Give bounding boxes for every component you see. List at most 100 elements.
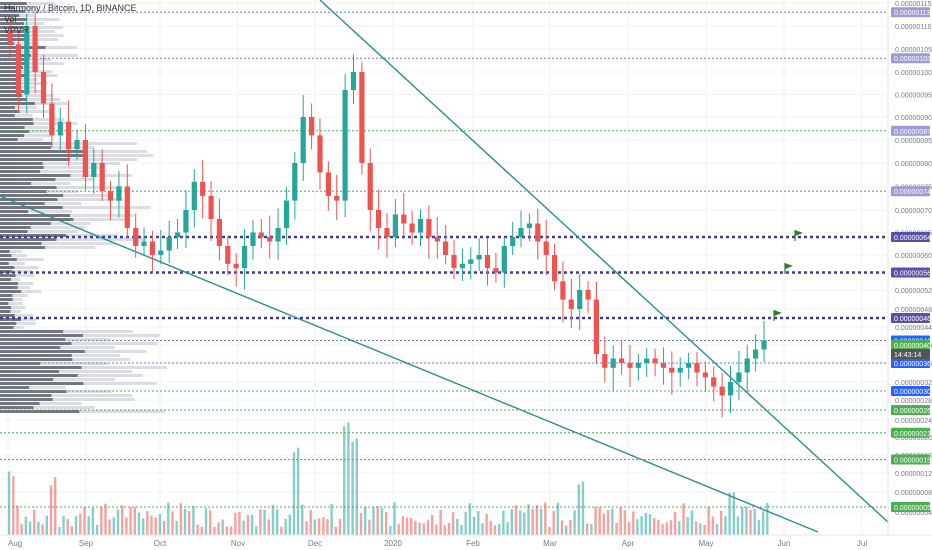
y-tick-label: 0.00000052: [895, 288, 932, 295]
x-tick-label: Dec: [308, 539, 322, 548]
vpvr-bar-core: [0, 58, 25, 61]
volume-bar: [188, 511, 191, 535]
vpvr-bar: [0, 362, 109, 365]
volume-bar: [225, 526, 229, 535]
volume-bar: [669, 520, 673, 535]
vpvr-bar-core: [0, 70, 22, 73]
price-tag: [891, 232, 930, 242]
vpvr-bar-core: [0, 166, 44, 169]
volume-bar: [393, 502, 396, 535]
vpvr-bar: [0, 138, 44, 141]
vpvr-bar-core: [0, 138, 18, 141]
price-tag: [891, 454, 930, 465]
vpvr-bar: [0, 394, 133, 397]
x-tick-label: Apr: [622, 539, 635, 548]
volume-bar: [544, 502, 547, 535]
volume-bar: [217, 522, 220, 535]
price-tag-label: 0.00000021: [894, 431, 931, 438]
volume-bar: [573, 510, 576, 535]
vpvr-bar-core: [0, 142, 53, 145]
price-tag-label: 0.00000015: [894, 458, 931, 465]
volume-bar: [682, 503, 685, 535]
candle-body: [409, 223, 415, 233]
vpvr-bar-core: [0, 310, 11, 313]
volume-bar: [301, 504, 304, 535]
vpvr-bar: [0, 10, 53, 13]
volume-bar: [598, 507, 601, 535]
candle-body: [660, 363, 667, 368]
volume-bar: [539, 508, 543, 535]
volume-bar: [372, 506, 375, 535]
vpvr-bar: [0, 322, 36, 325]
vpvr-bar: [0, 126, 52, 129]
volume-bar: [66, 519, 69, 535]
candle-body: [40, 72, 47, 104]
vpvr-bar-core: [0, 238, 57, 241]
volume-bar: [250, 514, 254, 535]
volume-bar: [736, 516, 740, 535]
volume-bar: [493, 525, 497, 535]
volume-bar: [506, 522, 509, 535]
vpvr-bar-core: [0, 106, 15, 109]
y-tick-label: 0.00000004: [895, 510, 932, 517]
volume-bar: [636, 519, 639, 535]
volume-bar: [28, 521, 32, 535]
price-tag-label: 0.00000030: [894, 389, 931, 396]
volume-bar: [724, 516, 727, 535]
volume-bar: [192, 506, 195, 535]
flag-icon: [774, 310, 782, 316]
volume-bar: [255, 526, 258, 535]
volume-bar: [116, 509, 120, 535]
vpvr-bar-core: [0, 174, 71, 177]
volume-bar: [447, 523, 451, 535]
volume-bar: [242, 520, 245, 535]
candle-body: [736, 372, 742, 382]
y-tick-label: 0.00000070: [895, 208, 932, 215]
y-tick-label: 0.00000100: [895, 70, 932, 77]
volume-bar: [640, 516, 643, 535]
vpvr-bar: [0, 378, 116, 381]
y-tick-label: 0.00000090: [895, 115, 932, 122]
x-tick-label: 2020: [384, 539, 402, 548]
volume-bar: [560, 520, 564, 535]
candle-body: [149, 241, 155, 255]
volume-bar: [338, 519, 342, 535]
candle-body: [384, 228, 390, 237]
candle-body: [66, 121, 72, 150]
x-tick-label: Aug: [8, 539, 22, 548]
vpvr-bar-core: [0, 370, 59, 373]
candle-body: [250, 232, 256, 246]
vpvr-bar: [0, 294, 28, 297]
volume-bar: [711, 516, 714, 535]
vpvr-bar-core: [0, 378, 54, 381]
x-tick-label: Sep: [79, 539, 94, 548]
volume-bar: [502, 510, 505, 535]
volume-bar: [355, 438, 358, 535]
candle-body: [208, 195, 214, 219]
volume-bar: [694, 521, 698, 535]
vpvr-bar: [0, 262, 25, 265]
volume-bar: [284, 518, 287, 535]
volume-bar: [79, 513, 82, 535]
candle-body: [677, 367, 683, 373]
volume-bar: [317, 518, 321, 535]
candle-body: [283, 200, 290, 228]
vpvr-bar-core: [0, 206, 63, 209]
candle-body: [191, 181, 197, 210]
vpvr-bar-core: [0, 402, 40, 405]
volume-bar: [364, 506, 367, 535]
vpvr-bar-core: [0, 10, 25, 13]
candle-body: [216, 219, 222, 246]
volume-bar: [627, 521, 631, 535]
candle-body: [350, 72, 357, 90]
candle-body: [158, 250, 164, 255]
candle-body: [367, 163, 373, 210]
volume-bar: [514, 505, 518, 535]
volume-bar: [401, 516, 405, 535]
volume-bar: [477, 511, 480, 535]
vpvr-bar-core: [0, 162, 43, 165]
candle-body: [711, 377, 717, 387]
volume-bar: [133, 507, 136, 535]
candle-body: [510, 237, 516, 246]
